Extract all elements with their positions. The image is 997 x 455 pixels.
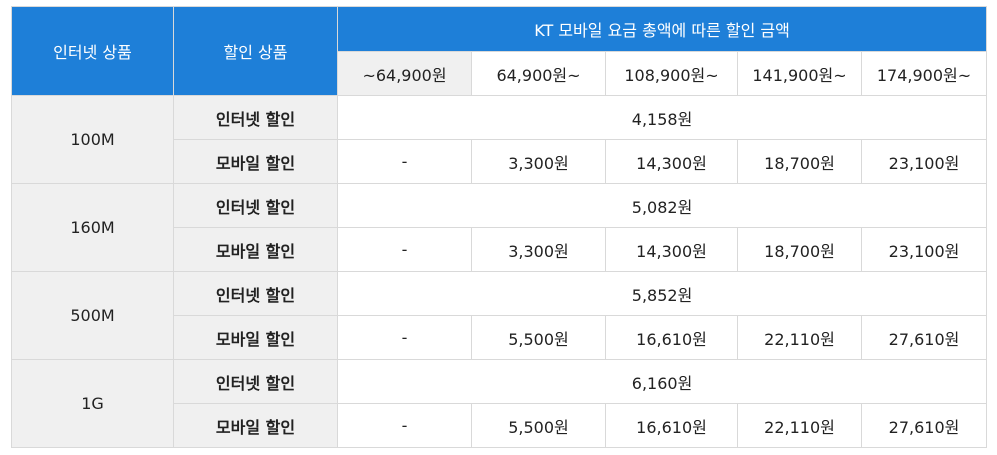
mobile-discount-label: 모바일 할인: [173, 315, 338, 360]
plan-name: 1G: [11, 359, 174, 448]
mobile-discount-value: 23,100원: [860, 227, 988, 272]
mobile-discount-label: 모바일 할인: [173, 403, 338, 448]
table-row: 100M 인터넷 할인 4,158원: [11, 95, 988, 184]
mobile-discount-value: 14,300원: [605, 227, 738, 272]
mobile-discount-value: 16,610원: [605, 315, 738, 360]
header-discount-product: 할인 상품: [173, 6, 338, 96]
internet-discount-label: 인터넷 할인: [173, 183, 338, 228]
mobile-discount-value: 27,610원: [860, 403, 988, 448]
tier-header: 141,900원~: [737, 51, 862, 96]
tier-header: 108,900원~: [605, 51, 738, 96]
tier-header: 174,900원~: [860, 51, 988, 96]
mobile-discount-value: -: [337, 315, 472, 360]
table-row: 모바일 할인 - 3,300원 14,300원 18,700원 23,100원: [12, 139, 988, 184]
mobile-discount-value: 22,110원: [737, 315, 862, 360]
internet-discount-label: 인터넷 할인: [173, 271, 338, 316]
mobile-discount-value: 5,500원: [471, 315, 606, 360]
internet-discount-label: 인터넷 할인: [173, 95, 338, 140]
mobile-discount-value: 18,700원: [737, 227, 862, 272]
plan-name: 100M: [11, 95, 174, 184]
mobile-discount-value: 18,700원: [737, 139, 862, 184]
mobile-discount-value: 23,100원: [860, 139, 988, 184]
mobile-discount-value: 5,500원: [471, 403, 606, 448]
mobile-discount-value: -: [337, 139, 472, 184]
mobile-discount-value: -: [337, 227, 472, 272]
mobile-discount-label: 모바일 할인: [173, 227, 338, 272]
table-row: 1G 인터넷 할인 6,160원: [11, 359, 988, 448]
internet-discount-value: 5,852원: [336, 271, 988, 316]
mobile-discount-value: 14,300원: [605, 139, 738, 184]
table-row: 모바일 할인 - 3,300원 14,300원 18,700원 23,100원: [12, 227, 988, 272]
mobile-discount-value: 27,610원: [860, 315, 988, 360]
internet-discount-label: 인터넷 할인: [173, 359, 338, 404]
mobile-discount-value: 22,110원: [737, 403, 862, 448]
mobile-discount-value: 3,300원: [471, 227, 606, 272]
internet-discount-value: 4,158원: [336, 95, 988, 140]
header-internet-product: 인터넷 상품: [11, 6, 174, 96]
discount-table: 인터넷 상품 할인 상품 KT 모바일 요금 총액에 따른 할인 금액 ~64,…: [11, 6, 988, 448]
mobile-discount-value: 16,610원: [605, 403, 738, 448]
plan-name: 160M: [11, 183, 174, 272]
mobile-discount-value: 3,300원: [471, 139, 606, 184]
internet-discount-value: 6,160원: [336, 359, 988, 404]
plan-name: 500M: [11, 271, 174, 360]
table-row: 모바일 할인 - 5,500원 16,610원 22,110원 27,610원: [12, 403, 988, 448]
mobile-discount-value: -: [337, 403, 472, 448]
mobile-discount-label: 모바일 할인: [173, 139, 338, 184]
header-group-title: KT 모바일 요금 총액에 따른 할인 금액: [336, 6, 988, 52]
table-row: 500M 인터넷 할인 5,852원: [11, 271, 988, 360]
internet-discount-value: 5,082원: [336, 183, 988, 228]
table-row: 160M 인터넷 할인 5,082원: [11, 183, 988, 272]
tier-header: ~64,900원: [337, 51, 472, 96]
table-row: 모바일 할인 - 5,500원 16,610원 22,110원 27,610원: [12, 315, 988, 360]
tier-header: 64,900원~: [471, 51, 606, 96]
